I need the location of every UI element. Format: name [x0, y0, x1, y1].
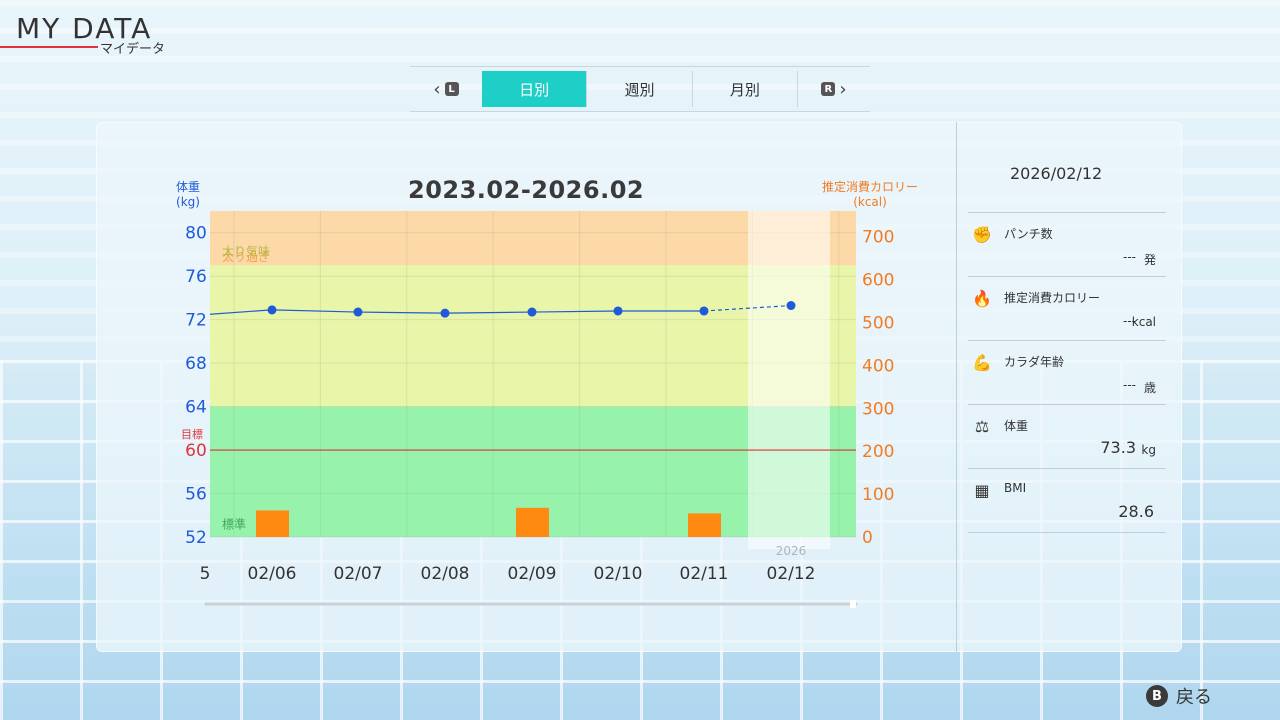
- right-tick-label: 200: [862, 442, 894, 462]
- weight-point: [699, 306, 709, 316]
- weight-line-segment: [357, 311, 446, 314]
- weight-point: [786, 301, 796, 311]
- info-row-calculator: ▦ BMI 28.6: [968, 468, 1166, 531]
- left-tick-label: 68: [185, 354, 207, 374]
- info-value: ---: [1123, 314, 1136, 328]
- chevron-right-icon: ›: [839, 78, 847, 100]
- title-underline: [0, 46, 98, 48]
- selected-day-highlight: [748, 211, 830, 549]
- flame-icon: 🔥: [972, 289, 992, 308]
- info-unit: 歳: [1143, 381, 1156, 395]
- left-tick-label: 56: [185, 485, 207, 505]
- tab-weekly[interactable]: 週別: [586, 71, 691, 107]
- x-tick-label: 02/11: [680, 564, 729, 584]
- info-label: カラダ年齢: [1004, 355, 1065, 369]
- back-button[interactable]: B 戻る: [1146, 683, 1212, 709]
- info-unit: kg: [1141, 443, 1156, 457]
- x-tick-label: 02/10: [594, 564, 643, 584]
- x-tick-label: 02/06: [248, 564, 297, 584]
- weight-line-segment: [703, 304, 792, 312]
- info-value: ---: [1123, 378, 1136, 392]
- info-label: 体重: [1004, 419, 1029, 433]
- info-row-body: 💪 カラダ年齢 --- 歳: [968, 340, 1166, 403]
- right-tick-label: 300: [862, 399, 894, 419]
- x-tick-label: 02/07: [334, 564, 383, 584]
- chart-scrollbar-thumb: [850, 600, 856, 608]
- x-tick-label: 5: [200, 564, 211, 584]
- weight-point: [440, 308, 450, 318]
- x-tick-label: 02/12: [767, 564, 816, 584]
- period-tabs: ‹ L 日別 週別 月別 R ›: [410, 66, 870, 112]
- body-icon: 💪: [972, 353, 992, 372]
- info-label: 推定消費カロリー: [1004, 291, 1101, 305]
- info-row-scale: ⚖ 体重 73.3 kg: [968, 404, 1166, 467]
- page-title: MY DATA: [16, 12, 153, 45]
- left-tick-label: 60: [185, 441, 207, 461]
- r-button-icon: R: [821, 82, 836, 96]
- left-tick-label: 72: [185, 311, 207, 331]
- right-axis-label: 推定消費カロリー (kcal): [822, 180, 919, 209]
- weight-point: [613, 306, 623, 316]
- page-subtitle: マイデータ: [100, 42, 166, 57]
- zone-label: 太り気味: [222, 243, 270, 258]
- info-value: 28.6: [1118, 502, 1154, 521]
- back-label: 戻る: [1176, 687, 1212, 708]
- left-axis-label: 体重 (kg): [176, 180, 201, 209]
- info-list-end-line: [968, 532, 1166, 533]
- right-tick-label: 100: [862, 485, 894, 505]
- right-tick-label: 700: [862, 228, 894, 248]
- panel-divider: [956, 122, 957, 652]
- x-tick-label: 02/09: [508, 564, 557, 584]
- right-tick-label: 500: [862, 314, 894, 334]
- calorie-bar: [688, 513, 721, 537]
- info-label: BMI: [1004, 481, 1027, 495]
- tab-daily[interactable]: 日別: [482, 71, 587, 107]
- chart-title: 2023.02-2026.02: [408, 176, 645, 204]
- info-value: ---: [1123, 250, 1136, 264]
- left-tick-label: 64: [185, 398, 207, 418]
- left-tick-label: 80: [185, 224, 207, 244]
- left-tick-label: 76: [185, 267, 207, 287]
- selected-date: 2026/02/12: [1010, 164, 1103, 183]
- weight-point: [527, 307, 537, 317]
- weight-line-segment: [444, 311, 533, 314]
- right-tick-label: 600: [862, 271, 894, 291]
- left-tick-label: 52: [185, 528, 207, 548]
- info-label: パンチ数: [1004, 227, 1053, 241]
- tab-monthly[interactable]: 月別: [691, 71, 797, 107]
- l-button-icon: L: [444, 82, 459, 96]
- calorie-bar: [516, 507, 549, 537]
- calculator-icon: ▦: [974, 481, 990, 500]
- zone-label: 標準: [222, 517, 246, 532]
- info-row-flame: 🔥 推定消費カロリー --- kcal: [968, 276, 1166, 339]
- chevron-left-icon: ‹: [433, 78, 441, 100]
- x-year-label: 2026: [776, 544, 807, 558]
- tab-prev-button[interactable]: ‹ L: [410, 71, 482, 107]
- target-label: 目標: [181, 427, 203, 441]
- info-row-punch: ✊ パンチ数 --- 発: [968, 212, 1166, 275]
- b-button-icon: B: [1146, 685, 1168, 707]
- tab-next-button[interactable]: R ›: [796, 71, 870, 107]
- info-value: 73.3: [1100, 438, 1136, 457]
- scale-icon: ⚖: [974, 417, 990, 436]
- right-tick-label: 400: [862, 356, 894, 376]
- weight-point: [353, 307, 363, 317]
- weight-line-segment: [271, 309, 359, 313]
- right-tick-label: 0: [862, 528, 873, 548]
- weight-line-segment: [531, 310, 619, 313]
- x-tick-label: 02/08: [421, 564, 470, 584]
- info-unit: kcal: [1131, 315, 1156, 329]
- punch-icon: ✊: [972, 225, 992, 244]
- info-unit: 発: [1143, 253, 1156, 267]
- calorie-bar: [256, 510, 289, 537]
- weight-line-segment: [209, 309, 273, 315]
- weight-point: [267, 305, 277, 315]
- zone-label: 太り過ぎ: [222, 249, 270, 264]
